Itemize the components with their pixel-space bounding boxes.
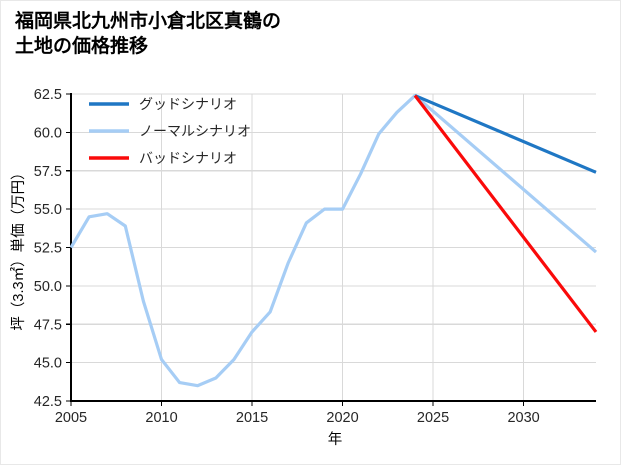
data-series-group (69, 93, 598, 388)
y-tick-label: 45.0 (34, 356, 62, 372)
x-tick-label: 2015 (236, 410, 268, 426)
y-tick-label: 55.0 (34, 202, 62, 218)
legend-label: バッドシナリオ (139, 150, 237, 166)
legend-label: グッドシナリオ (139, 96, 237, 112)
x-axis-tick-labels: 2005 2010 2015 2020 2025 2030 (55, 410, 540, 426)
y-tick-label: 57.5 (34, 164, 62, 180)
x-tick-label: 2005 (55, 410, 87, 426)
x-tick-label: 2025 (417, 410, 449, 426)
y-tick-label: 42.5 (34, 394, 62, 410)
x-axis-title: 年 (328, 431, 343, 448)
y-tick-label: 47.5 (34, 317, 62, 333)
x-tick-label: 2010 (145, 410, 177, 426)
x-tick-label: 2030 (507, 410, 539, 426)
y-axis-tick-labels: 42.5 45.0 47.5 50.0 52.5 55.0 57.5 60.0 62.5 (34, 87, 62, 410)
series-line-good (414, 94, 597, 174)
y-tick-label: 50.0 (34, 279, 62, 295)
x-tick-label: 2020 (326, 410, 358, 426)
legend-label: ノーマルシナリオ (139, 123, 251, 139)
y-tick-label: 60.0 (34, 125, 62, 141)
page-title: 福岡県北九州市小倉北区真鶴の 土地の価格推移 (15, 11, 282, 58)
series-line-bad (413, 94, 598, 333)
y-axis-title: 坪（3.3㎡）単価（万円） (10, 165, 27, 330)
y-tick-label: 62.5 (34, 87, 62, 103)
series-line-normal (69, 93, 598, 388)
y-tick-label: 52.5 (34, 241, 62, 257)
